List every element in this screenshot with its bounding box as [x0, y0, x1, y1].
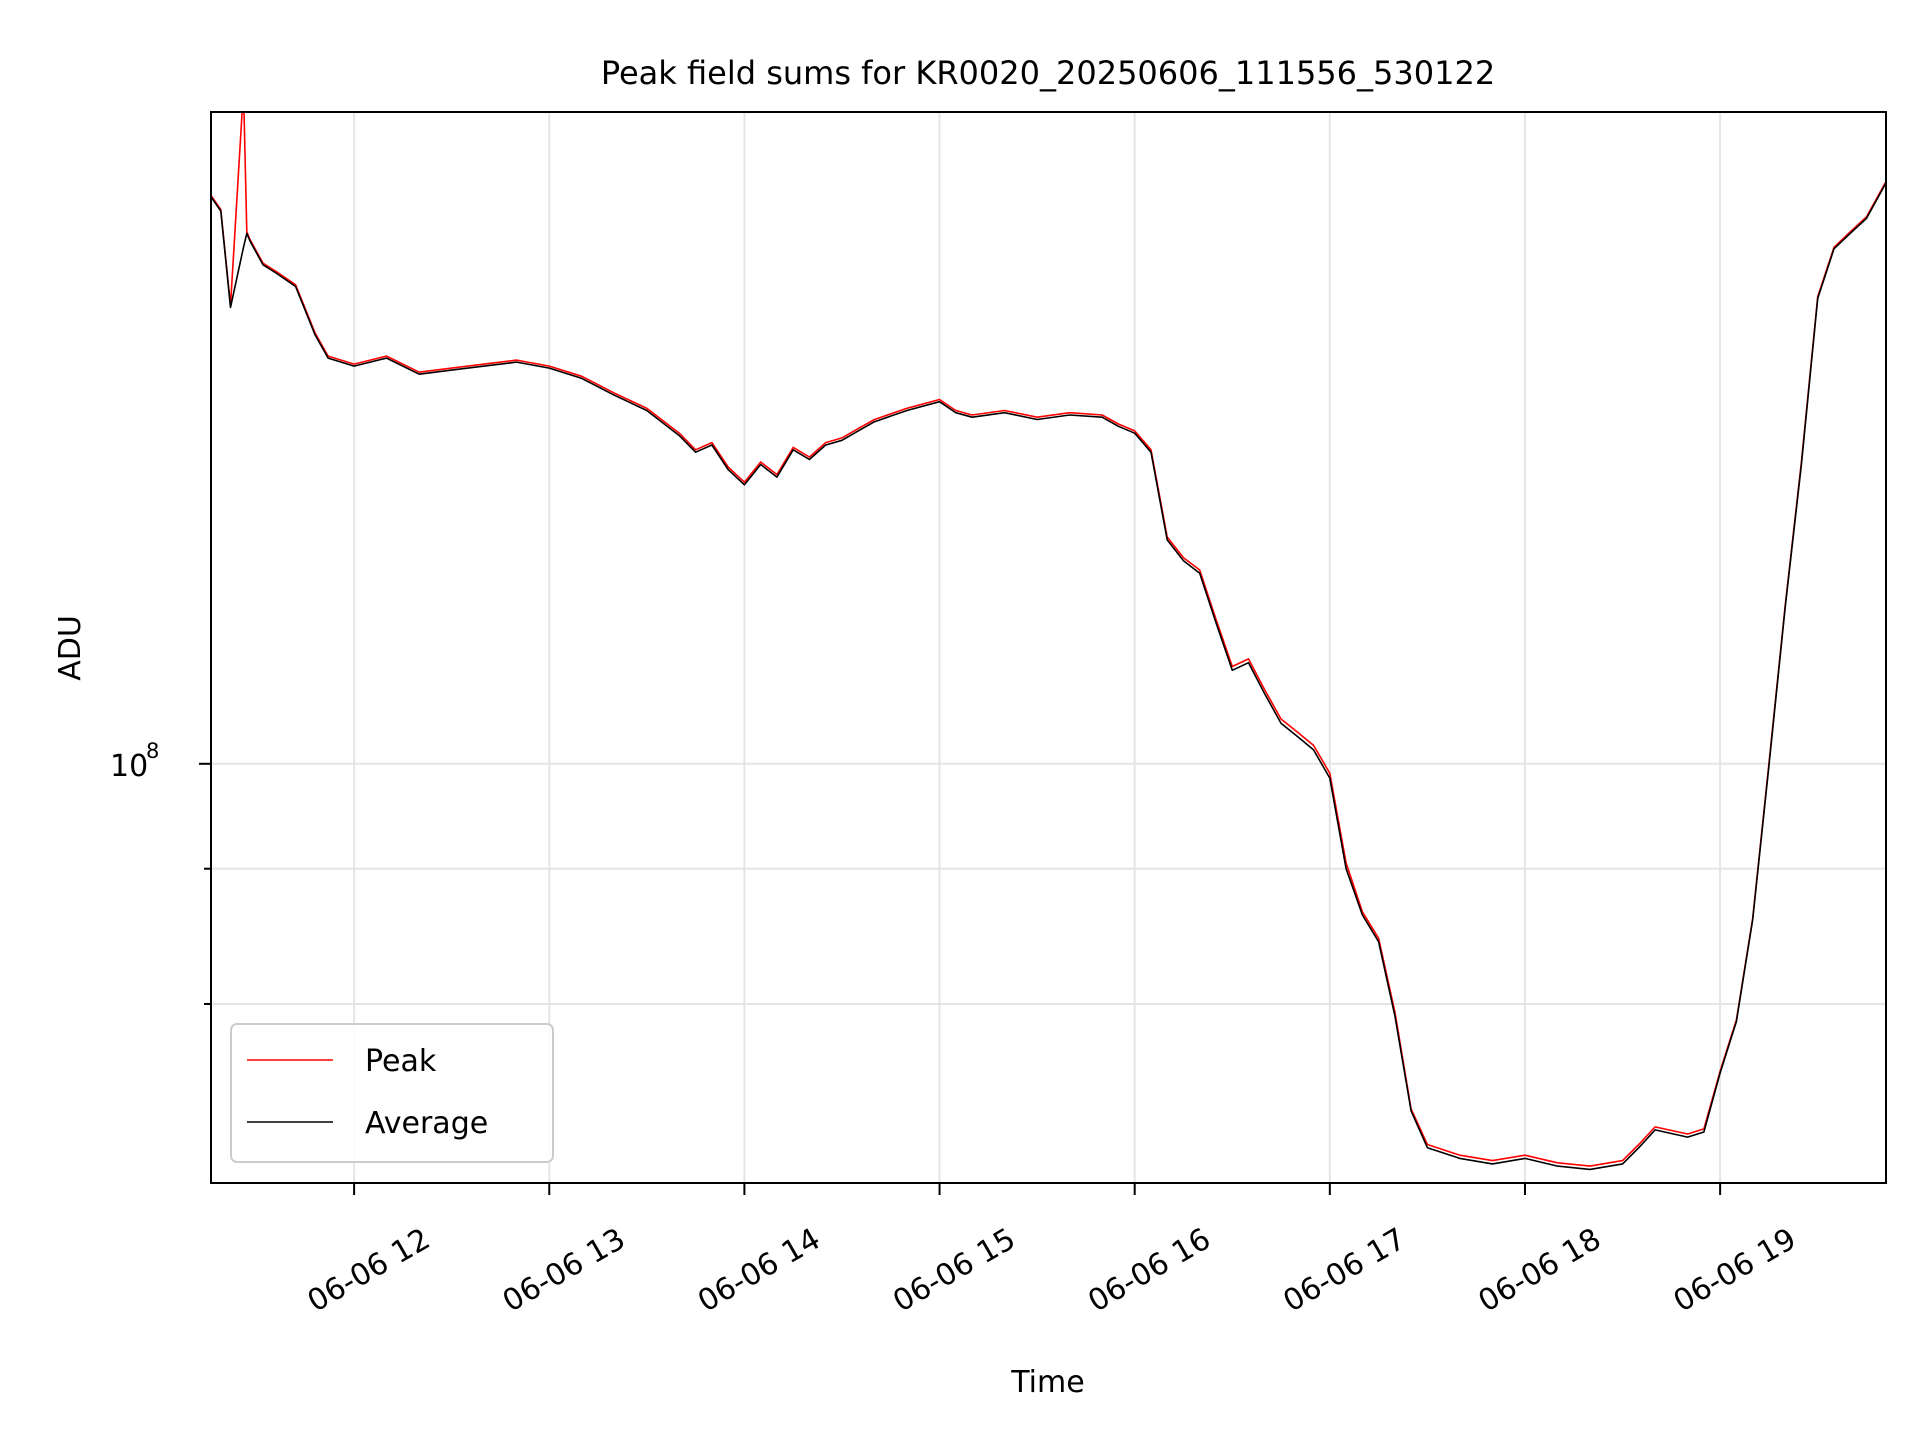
- x-tick-label: 06-06 12: [302, 1222, 436, 1320]
- x-tick-label: 06-06 19: [1668, 1222, 1802, 1320]
- y-axis-ticks: 108: [110, 739, 211, 1005]
- plot-frame: [210, 111, 1887, 1184]
- legend-label-peak: Peak: [365, 1044, 437, 1079]
- y-axis-label: ADU: [53, 615, 88, 681]
- y-tick-label-exponent: 8: [146, 739, 159, 763]
- grid: [211, 112, 1886, 1183]
- legend: Peak Average: [230, 1023, 554, 1163]
- series-line-peak: [211, 112, 1886, 1167]
- x-axis-ticks: 06-06 12 06-06 13 06-06 14 06-06 15 06-06 16…: [302, 1183, 1802, 1319]
- legend-box: [230, 1023, 554, 1163]
- x-tick-label: 06-06 14: [692, 1222, 826, 1320]
- x-tick-label: 06-06 13: [497, 1222, 631, 1320]
- chart-title: Peak field sums for KR0020_20250606_1115…: [601, 54, 1495, 92]
- y-tick-label-base: 10: [110, 749, 148, 784]
- x-tick-label: 06-06 17: [1278, 1222, 1412, 1320]
- series-line-average: [211, 182, 1886, 1171]
- legend-label-average: Average: [365, 1106, 488, 1141]
- x-tick-label: 06-06 15: [887, 1222, 1021, 1320]
- x-tick-label: 06-06 16: [1082, 1222, 1216, 1320]
- x-axis-label: Time: [1010, 1365, 1084, 1400]
- x-tick-label: 06-06 18: [1473, 1222, 1607, 1320]
- plot-area: [211, 112, 1886, 1171]
